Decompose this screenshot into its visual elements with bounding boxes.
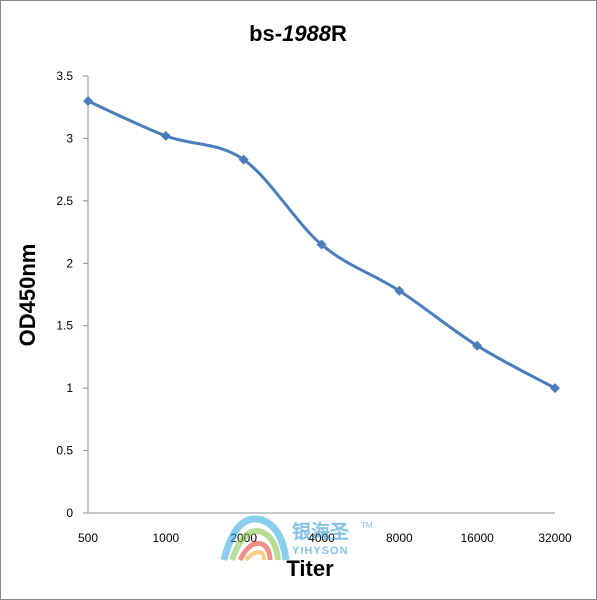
data-point-marker (394, 285, 405, 296)
data-point-marker (238, 154, 249, 165)
watermark-en-text: YIHYSON (292, 545, 349, 557)
x-tick-label: 500 (78, 531, 98, 545)
y-tick-label: 3 (66, 131, 73, 145)
y-tick-label: 0 (66, 506, 73, 520)
logo-mark-icon (220, 515, 290, 562)
x-tick-label: 16000 (460, 531, 494, 545)
data-point-marker (160, 130, 171, 141)
data-point-marker (472, 340, 483, 351)
x-tick-label: 1000 (152, 531, 179, 545)
y-tick-label: 1 (66, 381, 73, 395)
watermark-tm: TM (361, 521, 373, 530)
x-tick-label: 32000 (538, 531, 572, 545)
data-point-marker (83, 95, 93, 106)
y-tick-label: 0.5 (56, 444, 73, 458)
y-tick-label: 2 (66, 256, 73, 270)
watermark-cn-text: 银海圣 (292, 520, 350, 543)
watermark-logo: 银海圣 TM YIHYSON (220, 515, 373, 562)
y-tick-label: 2.5 (56, 194, 73, 208)
chart-title: bs-1988R (249, 21, 347, 46)
x-tick-label: 4000 (308, 531, 335, 545)
x-axis-label: Titer (286, 556, 334, 581)
data-point-marker (550, 383, 560, 394)
data-point-marker (316, 239, 327, 250)
y-axis-label: OD450nm (15, 244, 40, 347)
y-ticks: 0 0.5 1 1.5 2 2.5 3 3.5 (56, 69, 88, 520)
y-tick-label: 1.5 (56, 319, 73, 333)
series-markers (83, 95, 560, 394)
y-tick-label: 3.5 (56, 69, 73, 83)
x-tick-label: 8000 (386, 531, 413, 545)
